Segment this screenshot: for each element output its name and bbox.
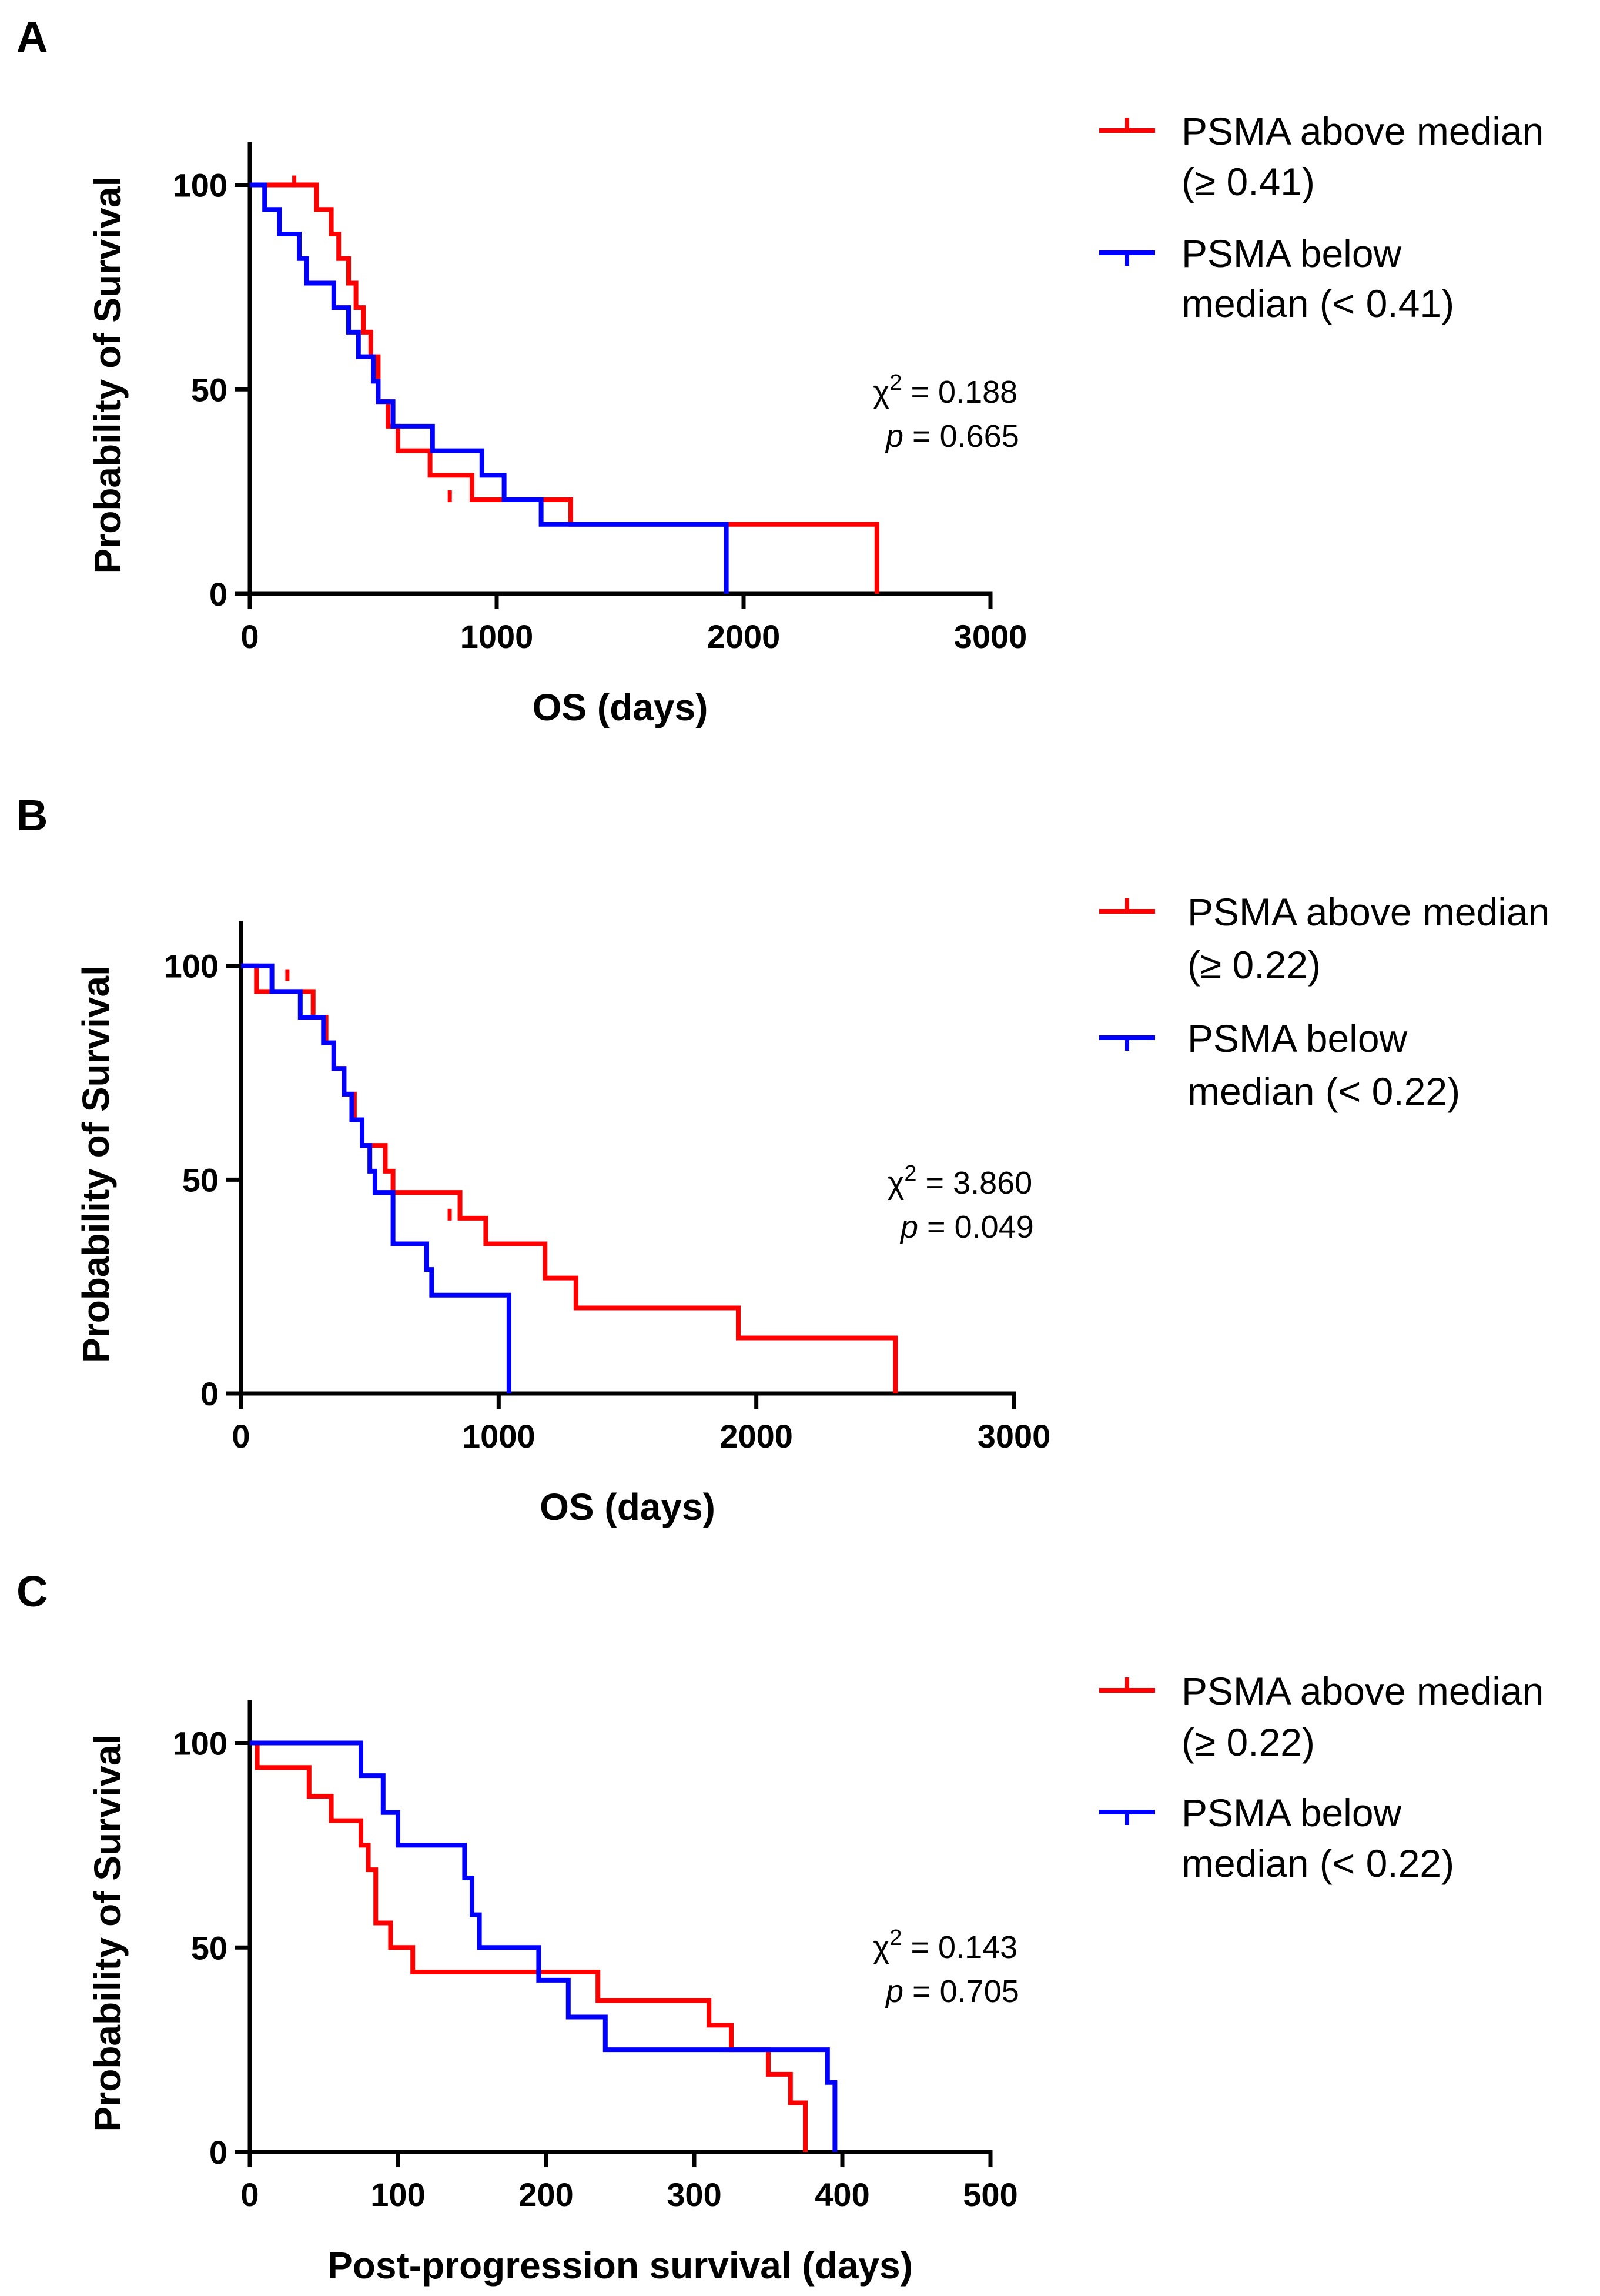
y-axis-title: Probability of Survival bbox=[86, 1734, 129, 2132]
y-tick-label: 100 bbox=[173, 1725, 227, 1762]
legend-label: PSMA above median bbox=[1181, 1669, 1544, 1713]
p-value-annotation: p = 0.049 bbox=[899, 1209, 1034, 1245]
panel-label: B bbox=[16, 791, 48, 840]
p-value-annotation: p = 0.665 bbox=[885, 419, 1019, 454]
legend-label: (≥ 0.22) bbox=[1187, 943, 1321, 987]
x-tick-label: 3000 bbox=[954, 618, 1027, 655]
legend-label: PSMA below bbox=[1181, 232, 1402, 275]
survival-curve-above-median bbox=[250, 1740, 808, 2152]
legend-label: median (< 0.41) bbox=[1181, 282, 1454, 325]
legend-label: PSMA above median bbox=[1187, 890, 1549, 934]
y-tick-label: 50 bbox=[182, 1161, 219, 1198]
legend-label: (≥ 0.41) bbox=[1181, 160, 1315, 203]
x-tick-label: 400 bbox=[815, 2176, 869, 2213]
x-tick-label: 500 bbox=[963, 2176, 1017, 2213]
x-axis-title: Post-progression survival (days) bbox=[327, 2244, 913, 2287]
x-tick-label: 3000 bbox=[978, 1418, 1051, 1455]
chi-square-annotation: χ2 = 0.188 bbox=[873, 370, 1017, 410]
panel-c: C 0 100 200 300 400 500 0 50 100 Post-progression … bbox=[16, 1567, 1544, 2287]
panel-label: A bbox=[16, 12, 48, 61]
legend-label: (≥ 0.22) bbox=[1181, 1720, 1315, 1764]
x-tick-label: 200 bbox=[518, 2176, 573, 2213]
y-tick-label: 100 bbox=[173, 167, 227, 204]
y-axis-title: Probability of Survival bbox=[75, 965, 117, 1363]
survival-curve-above-median bbox=[241, 963, 898, 1393]
p-value-annotation: p = 0.705 bbox=[885, 1974, 1019, 2009]
x-tick-label: 100 bbox=[370, 2176, 425, 2213]
panel-label: C bbox=[16, 1567, 48, 1616]
survival-curve-below-median bbox=[250, 182, 729, 594]
legend-label: PSMA below bbox=[1187, 1017, 1408, 1060]
legend-label: PSMA above median bbox=[1181, 109, 1544, 153]
x-axis-title: OS (days) bbox=[540, 1486, 715, 1528]
legend-label: median (< 0.22) bbox=[1187, 1070, 1460, 1113]
x-tick-label: 0 bbox=[240, 2176, 259, 2213]
x-tick-label: 1000 bbox=[460, 618, 534, 655]
x-tick-label: 1000 bbox=[462, 1418, 535, 1455]
y-axis-title: Probability of Survival bbox=[86, 176, 129, 574]
y-tick-label: 0 bbox=[209, 576, 227, 613]
survival-curve-above-median bbox=[250, 182, 879, 594]
x-tick-label: 2000 bbox=[707, 618, 781, 655]
y-tick-label: 0 bbox=[200, 1375, 219, 1412]
chi-square-annotation: χ2 = 3.860 bbox=[888, 1161, 1032, 1201]
x-tick-label: 0 bbox=[232, 1418, 250, 1455]
y-tick-label: 100 bbox=[164, 948, 219, 985]
chi-square-annotation: χ2 = 0.143 bbox=[873, 1926, 1017, 1965]
x-tick-label: 300 bbox=[667, 2176, 721, 2213]
legend-label: median (< 0.22) bbox=[1181, 1842, 1454, 1885]
panel-b: B 0 1000 2000 3000 0 50 100 OS (days) Probability… bbox=[16, 791, 1549, 1528]
survival-curve-below-median bbox=[241, 963, 511, 1393]
legend-label: PSMA below bbox=[1181, 1791, 1402, 1834]
panel-a: A 0 1000 2000 3000 0 50 100 OS (days) Probability… bbox=[16, 12, 1544, 728]
survival-curve-below-median bbox=[250, 1740, 838, 2152]
y-tick-label: 0 bbox=[209, 2134, 227, 2171]
x-tick-label: 2000 bbox=[719, 1418, 793, 1455]
x-axis-title: OS (days) bbox=[533, 686, 708, 728]
y-tick-label: 50 bbox=[191, 1929, 227, 1966]
y-tick-label: 50 bbox=[191, 371, 227, 408]
x-tick-label: 0 bbox=[240, 618, 259, 655]
